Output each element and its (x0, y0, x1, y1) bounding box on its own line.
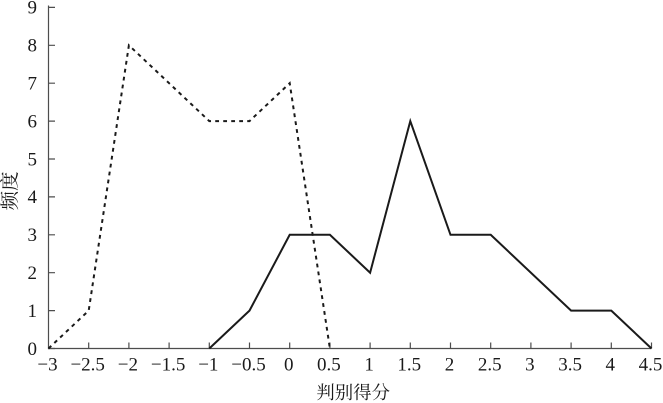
svg-text:0: 0 (284, 355, 294, 376)
svg-text:−2.5: −2.5 (70, 355, 104, 376)
svg-text:2: 2 (445, 355, 455, 376)
svg-text:1: 1 (28, 301, 38, 322)
svg-text:−3: −3 (37, 355, 57, 376)
svg-text:3: 3 (525, 355, 535, 376)
svg-text:1: 1 (364, 355, 374, 376)
svg-text:−1.5: −1.5 (151, 355, 185, 376)
svg-text:8: 8 (28, 36, 38, 57)
svg-text:4.5: 4.5 (639, 355, 663, 376)
svg-text:−2: −2 (118, 355, 138, 376)
svg-text:4: 4 (28, 187, 38, 208)
svg-text:2: 2 (28, 263, 38, 284)
svg-text:5: 5 (28, 149, 38, 170)
svg-text:7: 7 (28, 74, 38, 95)
svg-text:0.5: 0.5 (317, 355, 341, 376)
svg-text:−0.5: −0.5 (231, 355, 265, 376)
svg-text:4: 4 (606, 355, 616, 376)
svg-text:0: 0 (28, 339, 38, 360)
svg-text:3: 3 (28, 225, 38, 246)
svg-text:−1: −1 (198, 355, 218, 376)
svg-text:2.5: 2.5 (478, 355, 502, 376)
svg-text:9: 9 (28, 0, 38, 19)
svg-text:3.5: 3.5 (558, 355, 582, 376)
svg-text:1.5: 1.5 (397, 355, 421, 376)
svg-text:6: 6 (28, 111, 38, 132)
